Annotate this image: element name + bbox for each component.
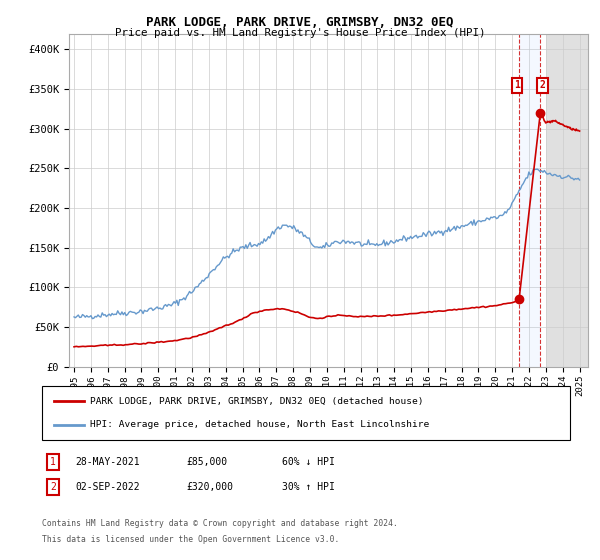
Text: This data is licensed under the Open Government Licence v3.0.: This data is licensed under the Open Gov… [42,535,340,544]
Text: HPI: Average price, detached house, North East Lincolnshire: HPI: Average price, detached house, Nort… [90,420,429,429]
Text: Price paid vs. HM Land Registry's House Price Index (HPI): Price paid vs. HM Land Registry's House … [115,28,485,38]
Text: PARK LODGE, PARK DRIVE, GRIMSBY, DN32 0EQ: PARK LODGE, PARK DRIVE, GRIMSBY, DN32 0E… [146,16,454,29]
Text: 30% ↑ HPI: 30% ↑ HPI [282,482,335,492]
Bar [519,34,541,367]
Text: PARK LODGE, PARK DRIVE, GRIMSBY, DN32 0EQ (detached house): PARK LODGE, PARK DRIVE, GRIMSBY, DN32 0E… [90,397,424,406]
Text: 28-MAY-2021: 28-MAY-2021 [75,457,140,467]
Text: £85,000: £85,000 [186,457,227,467]
Text: 2: 2 [539,80,545,90]
Text: 1: 1 [50,457,56,467]
Text: 02-SEP-2022: 02-SEP-2022 [75,482,140,492]
Bar [546,34,588,367]
Text: 2: 2 [50,482,56,492]
Text: £320,000: £320,000 [186,482,233,492]
Text: 1: 1 [514,80,520,90]
Text: Contains HM Land Registry data © Crown copyright and database right 2024.: Contains HM Land Registry data © Crown c… [42,519,398,528]
Text: 60% ↓ HPI: 60% ↓ HPI [282,457,335,467]
